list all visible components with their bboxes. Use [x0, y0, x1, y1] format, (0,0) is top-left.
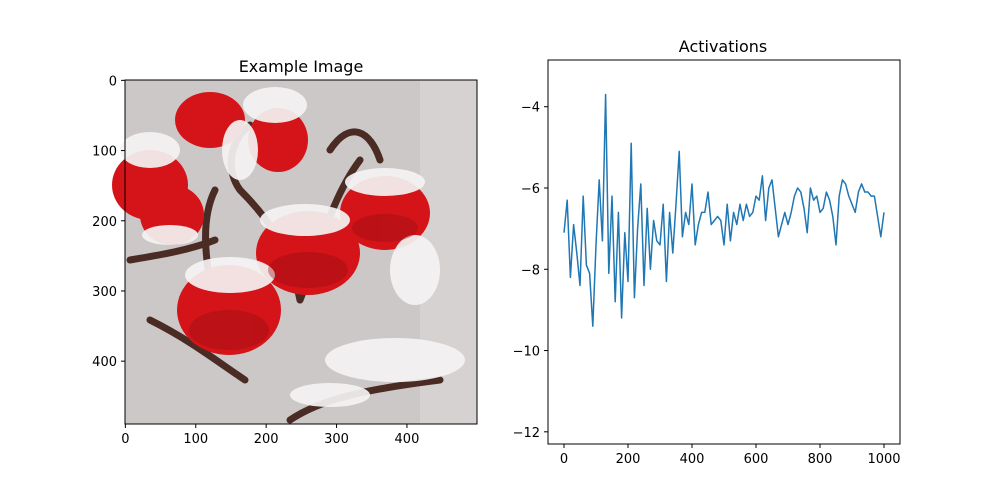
x-tick-label: 1000 — [867, 452, 900, 467]
x-tick-label: 0 — [121, 432, 129, 447]
x-tick-label: 200 — [254, 432, 279, 447]
image-y-ticks: 0 100 200 300 400 — [92, 74, 125, 370]
snow-frost — [120, 87, 465, 407]
activations-x-ticks: 0 200 400 600 800 1000 — [560, 444, 901, 467]
berry-shadow — [189, 310, 269, 350]
image-panel-title: Example Image — [239, 57, 364, 76]
x-tick-label: 400 — [395, 432, 420, 447]
berry-shading — [189, 214, 418, 350]
x-tick-label: 800 — [808, 452, 833, 467]
berry-shadow — [268, 252, 348, 288]
image-content — [112, 80, 477, 424]
x-tick-label: 200 — [616, 452, 641, 467]
x-tick-label: 400 — [680, 452, 705, 467]
snow-patch — [222, 120, 258, 180]
snow-patch — [120, 132, 180, 168]
snow-patch — [185, 257, 275, 293]
y-tick-label: −4 — [521, 101, 540, 116]
activations-axes-frame — [547, 59, 901, 445]
activations-title: Activations — [679, 37, 767, 56]
y-tick-label: −8 — [521, 263, 540, 278]
snow-patch — [260, 204, 350, 236]
y-tick-label: 400 — [92, 355, 117, 370]
activations-plot-area — [563, 93, 885, 327]
snow-patch — [142, 225, 198, 245]
image-x-ticks: 0 100 200 300 400 — [121, 424, 419, 447]
image-axes-frame — [124, 79, 478, 425]
activations-panel: Activations 0 200 400 600 800 1000 −12 −10 −8 −6… — [513, 37, 901, 467]
snow-patch — [345, 168, 425, 196]
activations-series-line — [563, 93, 885, 327]
y-tick-label: −6 — [521, 182, 540, 197]
y-tick-label: 0 — [109, 74, 117, 89]
berry-shadow — [352, 214, 418, 242]
y-tick-label: 200 — [92, 215, 117, 230]
x-tick-label: 0 — [560, 452, 568, 467]
x-tick-label: 100 — [183, 432, 208, 447]
y-tick-label: −10 — [513, 345, 540, 360]
snow-patch — [325, 338, 465, 382]
x-tick-label: 600 — [744, 452, 769, 467]
activations-y-ticks: −12 −10 −8 −6 −4 — [513, 101, 548, 441]
y-tick-label: −12 — [513, 426, 540, 441]
snow-patch — [390, 235, 440, 305]
image-panel: Example Image — [92, 57, 478, 447]
y-tick-label: 300 — [92, 285, 117, 300]
y-tick-label: 100 — [92, 145, 117, 160]
berry — [340, 176, 430, 250]
x-tick-label: 300 — [324, 432, 349, 447]
berry — [248, 108, 308, 172]
snow-patch — [290, 383, 370, 407]
snow-patch — [243, 87, 307, 123]
